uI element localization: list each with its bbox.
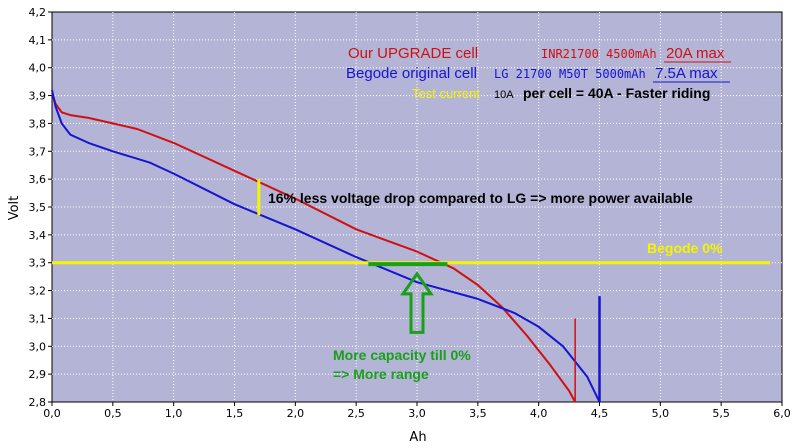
- y-tick-label: 4,0: [29, 62, 47, 75]
- x-tick-label: 5,0: [652, 407, 670, 420]
- svg-text:Test current 10A per c: Test current 10A per cell = 40A - Faster…: [412, 85, 710, 101]
- x-tick-label: 2,0: [287, 407, 305, 420]
- begode-zero-label: Begode 0%: [647, 240, 723, 256]
- x-tick-label: 0,5: [104, 407, 122, 420]
- y-tick-label: 3,7: [29, 145, 47, 158]
- test-current-value: 10A: [494, 89, 514, 101]
- x-axis-title: Ah: [409, 430, 426, 445]
- legend-upgrade-spec: INR21700 4500mAh: [541, 47, 657, 61]
- y-tick-label: 4,2: [29, 6, 47, 19]
- capacity-annotation-line2: => More range: [333, 366, 429, 382]
- x-tick-label: 4,5: [591, 407, 609, 420]
- x-tick-label: 1,0: [165, 407, 183, 420]
- y-tick-label: 3,5: [29, 201, 47, 214]
- y-tick-label: 2,8: [29, 396, 47, 409]
- y-tick-label: 3,9: [29, 90, 47, 103]
- legend-original-spec: LG 21700 M50T 5000mAh: [494, 67, 646, 81]
- test-current-rest: per cell = 40A - Faster riding: [523, 85, 710, 101]
- y-tick-label: 3,4: [29, 229, 47, 242]
- x-tick-label: 3,0: [408, 407, 426, 420]
- x-axis-ticks: 0,0 0,5 1,0 1,5 2,0 2,5 3,0 3,5 4,0 4,5 5,0 5,5 6,0: [43, 402, 791, 420]
- legend-upgrade-name: Our UPGRADE cell: [348, 45, 478, 62]
- y-tick-label: 2,9: [29, 368, 47, 381]
- legend-original-name: Begode original cell: [346, 65, 477, 82]
- x-tick-label: 3,5: [469, 407, 487, 420]
- y-tick-label: 3,8: [29, 117, 47, 130]
- series-lines: [51, 89, 601, 403]
- svg-text:Begode original cell LG 21: Begode original cell LG 21700 M50T 5000m…: [346, 65, 718, 82]
- legend-upgrade-max: 20A max: [666, 45, 725, 62]
- x-tick-label: 5,5: [712, 407, 730, 420]
- capacity-arrow: [400, 271, 434, 334]
- x-tick-label: 1,5: [226, 407, 244, 420]
- x-tick-label: 6,0: [773, 407, 791, 420]
- capacity-annotation-line1: More capacity till 0%: [333, 347, 471, 363]
- svg-text:Our UPGRADE cell INR21700: Our UPGRADE cell INR21700 4500mAh 20A ma…: [348, 45, 725, 62]
- series-line-upgrade: [51, 92, 577, 403]
- annotation-markers: [52, 179, 770, 402]
- y-tick-label: 3,1: [29, 312, 47, 325]
- x-tick-label: 2,5: [347, 407, 365, 420]
- x-tick-label: 4,0: [530, 407, 548, 420]
- y-axis-title: Volt: [7, 196, 22, 221]
- y-axis-ticks: 2,8 2,9 3,0 3,1 3,2 3,3 3,4 3,5 3,6 3,7 3,8 3,9 4,0 4…: [29, 6, 52, 409]
- y-tick-label: 3,3: [29, 257, 47, 270]
- y-tick-label: 3,2: [29, 285, 47, 298]
- x-tick-label: 0,0: [43, 407, 61, 420]
- y-tick-label: 3,0: [29, 340, 47, 353]
- y-tick-label: 3,6: [29, 173, 47, 186]
- y-tick-label: 4,1: [29, 34, 47, 47]
- voltage-drop-annotation: 16% less voltage drop compared to LG => …: [268, 190, 693, 206]
- legend-original-max: 7.5A max: [655, 65, 718, 82]
- series-line-original: [51, 89, 601, 403]
- test-current-label: Test current: [412, 86, 480, 101]
